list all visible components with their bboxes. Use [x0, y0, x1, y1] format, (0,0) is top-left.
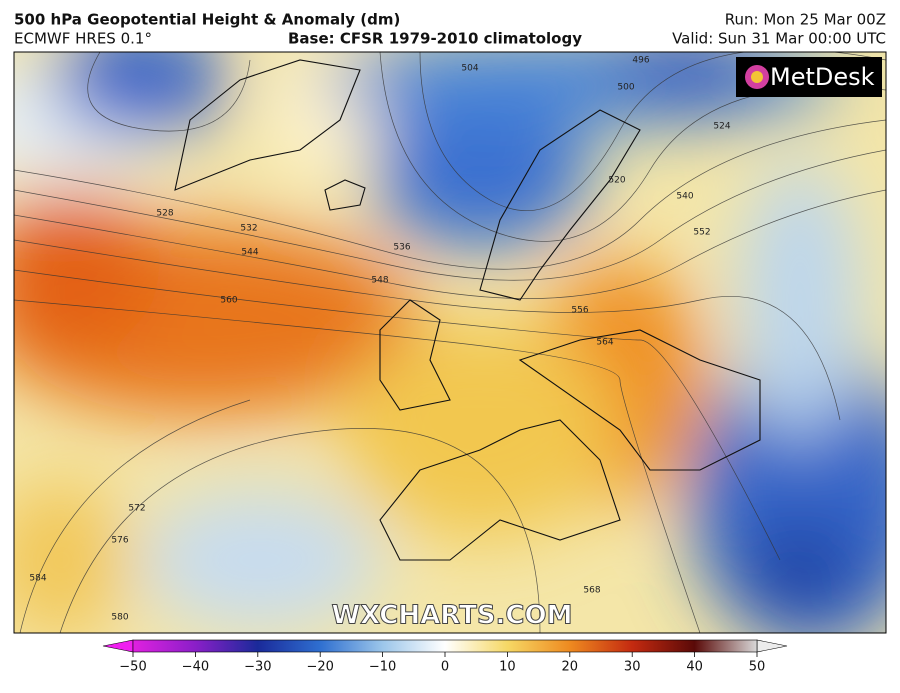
colorbar-tick-label: 10 [499, 660, 516, 675]
colorbar-tick-label: 20 [562, 660, 579, 675]
base: Base: CFSR 1979-2010 climatology [288, 30, 582, 48]
colorbar-tick-label: 30 [624, 660, 641, 675]
valid: Valid: Sun 31 Mar 00:00 UTC [672, 30, 886, 48]
isohypses [14, 52, 886, 633]
contour-label: 544 [241, 248, 258, 258]
watermark: WXCHARTS.COM [331, 601, 572, 631]
colorbar-tick-label: −50 [119, 660, 146, 675]
colorbar-tick-label: −30 [244, 660, 271, 675]
contour-label: 500 [617, 83, 634, 93]
colorbar-tick-label: −10 [369, 660, 396, 675]
colorbar-tick-label: 0 [441, 660, 449, 675]
contour-label: 496 [632, 56, 649, 66]
colorbar: −50 −40 −30 −20 −10 0 10 20 30 40 50 [102, 639, 788, 675]
contour-label: 576 [111, 536, 128, 546]
contour-label: 568 [583, 586, 600, 596]
contour-label: 504 [461, 64, 478, 74]
contour-label: 572 [128, 504, 145, 514]
coastlines [174, 59, 761, 561]
map: 496 500 504 520 524 528 532 536 540 544 548 552 556 5… [14, 52, 886, 633]
contour-label: 556 [571, 306, 588, 316]
model: ECMWF HRES 0.1° [14, 30, 152, 48]
contour-label: 580 [111, 613, 128, 623]
contour-label: 564 [596, 338, 613, 348]
run: Run: Mon 25 Mar 00Z [725, 11, 886, 29]
title: 500 hPa Geopotential Height & Anomaly (d… [14, 11, 400, 29]
contour-label: 548 [371, 276, 388, 286]
colorbar-tick-label: −20 [306, 660, 333, 675]
contour-label: 560 [220, 296, 237, 306]
contour-label: 540 [676, 192, 693, 202]
contour-label: 552 [693, 228, 710, 238]
colorbar-tick-label: −40 [182, 660, 209, 675]
colorbar-tick-label: 40 [686, 660, 703, 675]
contour-label: 528 [156, 209, 173, 219]
contour-label: 524 [713, 122, 730, 132]
contour-labels: 496 500 504 520 524 528 532 536 540 544 548 552 556 5… [29, 56, 730, 623]
contour-label: 520 [608, 176, 625, 186]
contour-label: 532 [240, 224, 257, 234]
contour-label: 584 [29, 574, 46, 584]
contour-label: 536 [393, 243, 410, 253]
logo: MetDesk [770, 63, 875, 91]
colorbar-tick-label: 50 [749, 660, 766, 675]
